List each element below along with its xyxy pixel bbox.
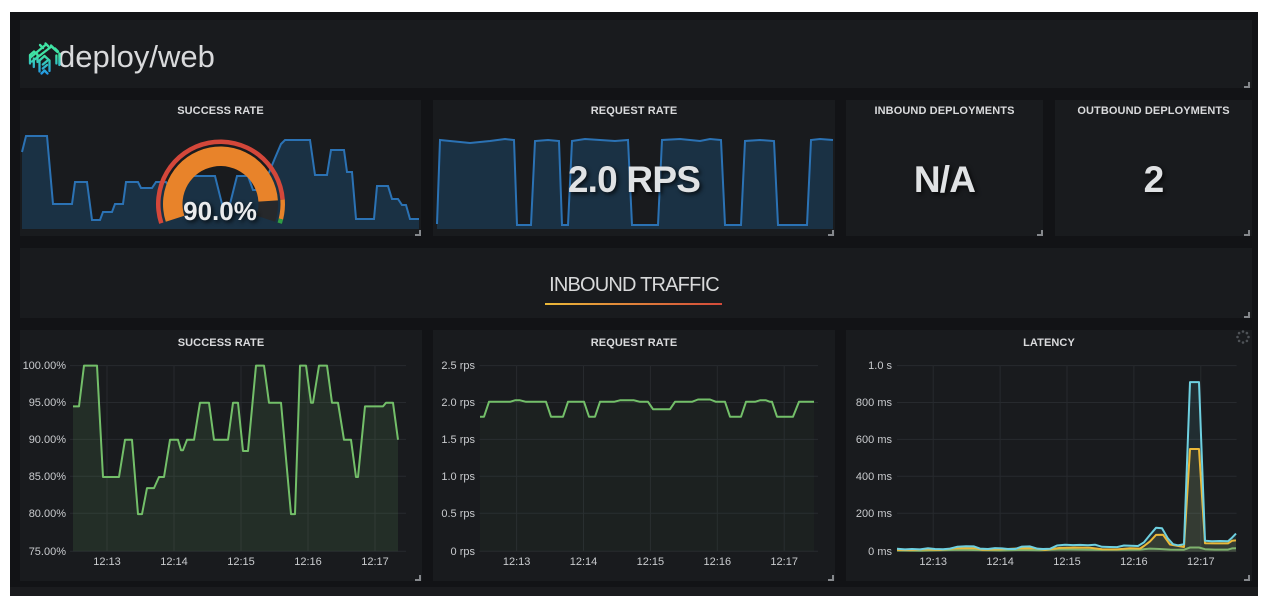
svg-text:200 ms: 200 ms	[856, 508, 893, 520]
svg-text:12:16: 12:16	[1120, 556, 1148, 568]
svg-text:12:16: 12:16	[294, 556, 322, 568]
svg-text:1.0 rps: 1.0 rps	[441, 471, 475, 483]
svg-text:12:15: 12:15	[637, 556, 665, 568]
svg-text:12:13: 12:13	[93, 556, 121, 568]
svg-text:12:17: 12:17	[770, 556, 798, 568]
svg-text:0 rps: 0 rps	[451, 546, 476, 558]
svg-text:90.00%: 90.00%	[29, 434, 67, 446]
svg-text:1.0 s: 1.0 s	[868, 360, 892, 372]
svg-text:12:14: 12:14	[986, 556, 1014, 568]
svg-text:1.5 rps: 1.5 rps	[441, 434, 475, 446]
svg-text:12:17: 12:17	[1187, 556, 1215, 568]
svg-text:12:14: 12:14	[570, 556, 598, 568]
svg-text:12:15: 12:15	[1053, 556, 1081, 568]
svg-text:75.00%: 75.00%	[29, 546, 67, 558]
svg-text:600 ms: 600 ms	[856, 434, 893, 446]
svg-text:2.0 rps: 2.0 rps	[441, 397, 475, 409]
svg-text:12:15: 12:15	[227, 556, 255, 568]
svg-text:400 ms: 400 ms	[856, 471, 893, 483]
svg-text:2.5 rps: 2.5 rps	[441, 360, 475, 372]
svg-text:12:17: 12:17	[361, 556, 389, 568]
svg-text:800 ms: 800 ms	[856, 397, 893, 409]
svg-text:95.00%: 95.00%	[29, 397, 67, 409]
svg-text:12:13: 12:13	[919, 556, 947, 568]
svg-text:100.00%: 100.00%	[23, 360, 67, 372]
svg-text:12:16: 12:16	[704, 556, 732, 568]
svg-text:12:14: 12:14	[160, 556, 188, 568]
svg-text:0 ms: 0 ms	[868, 546, 892, 558]
svg-text:80.00%: 80.00%	[29, 508, 67, 520]
svg-text:12:13: 12:13	[503, 556, 531, 568]
svg-text:0.5 rps: 0.5 rps	[441, 508, 475, 520]
svg-text:85.00%: 85.00%	[29, 471, 67, 483]
